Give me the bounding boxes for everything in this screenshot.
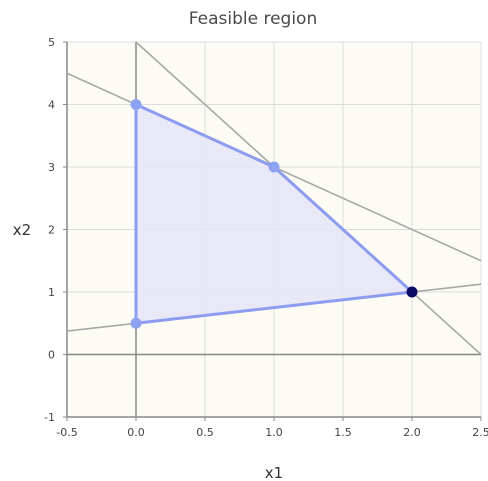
y-tick-label: -1 (44, 411, 55, 424)
chart-title: Feasible region (189, 9, 317, 29)
x-tick-label: 1.5 (334, 426, 352, 439)
y-axis-label: x2 (13, 221, 31, 239)
y-tick-label: 5 (48, 36, 55, 49)
x-tick-label: -0.5 (56, 426, 77, 439)
x-tick-label: 0.0 (127, 426, 145, 439)
x-axis-label: x1 (265, 464, 283, 481)
x-tick-label: 0.5 (196, 426, 214, 439)
tick-labels: -0.5 0.0 0.5 1.0 1.5 2.0 2.5 -1 0 1 2 3 4 5 (44, 36, 488, 439)
x-tick-label: 2.0 (403, 426, 421, 439)
optimal-vertex-point (406, 286, 418, 298)
y-tick-label: 1 (48, 286, 55, 299)
y-tick-label: 2 (48, 224, 55, 237)
y-tick-label: 0 (48, 349, 55, 362)
x-tick-label: 2.5 (472, 426, 488, 439)
x-tick-label: 1.0 (265, 426, 283, 439)
vertices (130, 99, 418, 329)
vertex-point (130, 99, 142, 110)
vertex-point (268, 161, 280, 173)
y-tick-label: 3 (48, 161, 55, 174)
vertex-point (130, 317, 142, 329)
y-tick-label: 4 (48, 99, 55, 112)
